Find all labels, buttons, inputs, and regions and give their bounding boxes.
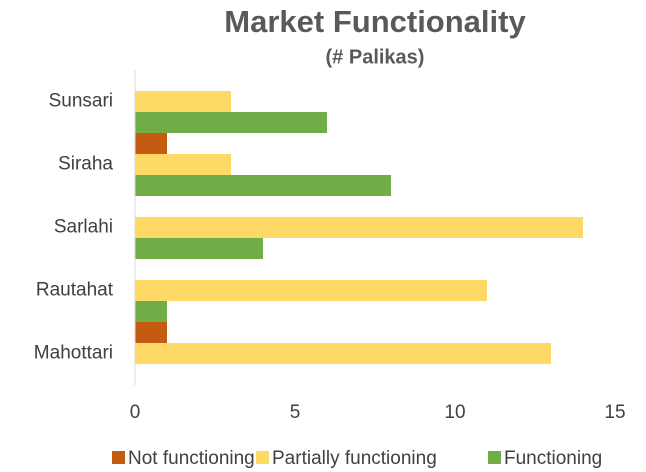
y-tick-label: Sarlahi [54,217,113,238]
y-tick-label: Sunsari [49,91,113,112]
bar [135,175,391,196]
y-tick-label: Mahottari [34,343,113,364]
bar [135,154,231,175]
bar [135,343,551,364]
legend-label: Functioning [504,448,602,469]
bar [135,301,167,322]
legend-label: Partially functioning [272,448,437,469]
legend-swatch [112,451,125,464]
bar [135,238,263,259]
chart-subtitle: (# Palikas) [326,46,425,68]
bar [135,217,583,238]
y-tick-label: Rautahat [36,280,114,301]
bar [135,322,167,343]
bar [135,280,487,301]
x-tick-label: 0 [130,402,141,423]
x-tick-label: 5 [290,402,301,423]
x-tick-label: 15 [604,402,625,423]
x-tick-label: 10 [444,402,465,423]
bar [135,112,327,133]
legend-swatch [488,451,501,464]
bar [135,91,231,112]
legend-swatch [256,451,269,464]
chart-title: Market Functionality [224,4,526,39]
legend-label: Not functioning [128,448,255,469]
y-tick-label: Siraha [58,154,113,175]
bar [135,133,167,154]
